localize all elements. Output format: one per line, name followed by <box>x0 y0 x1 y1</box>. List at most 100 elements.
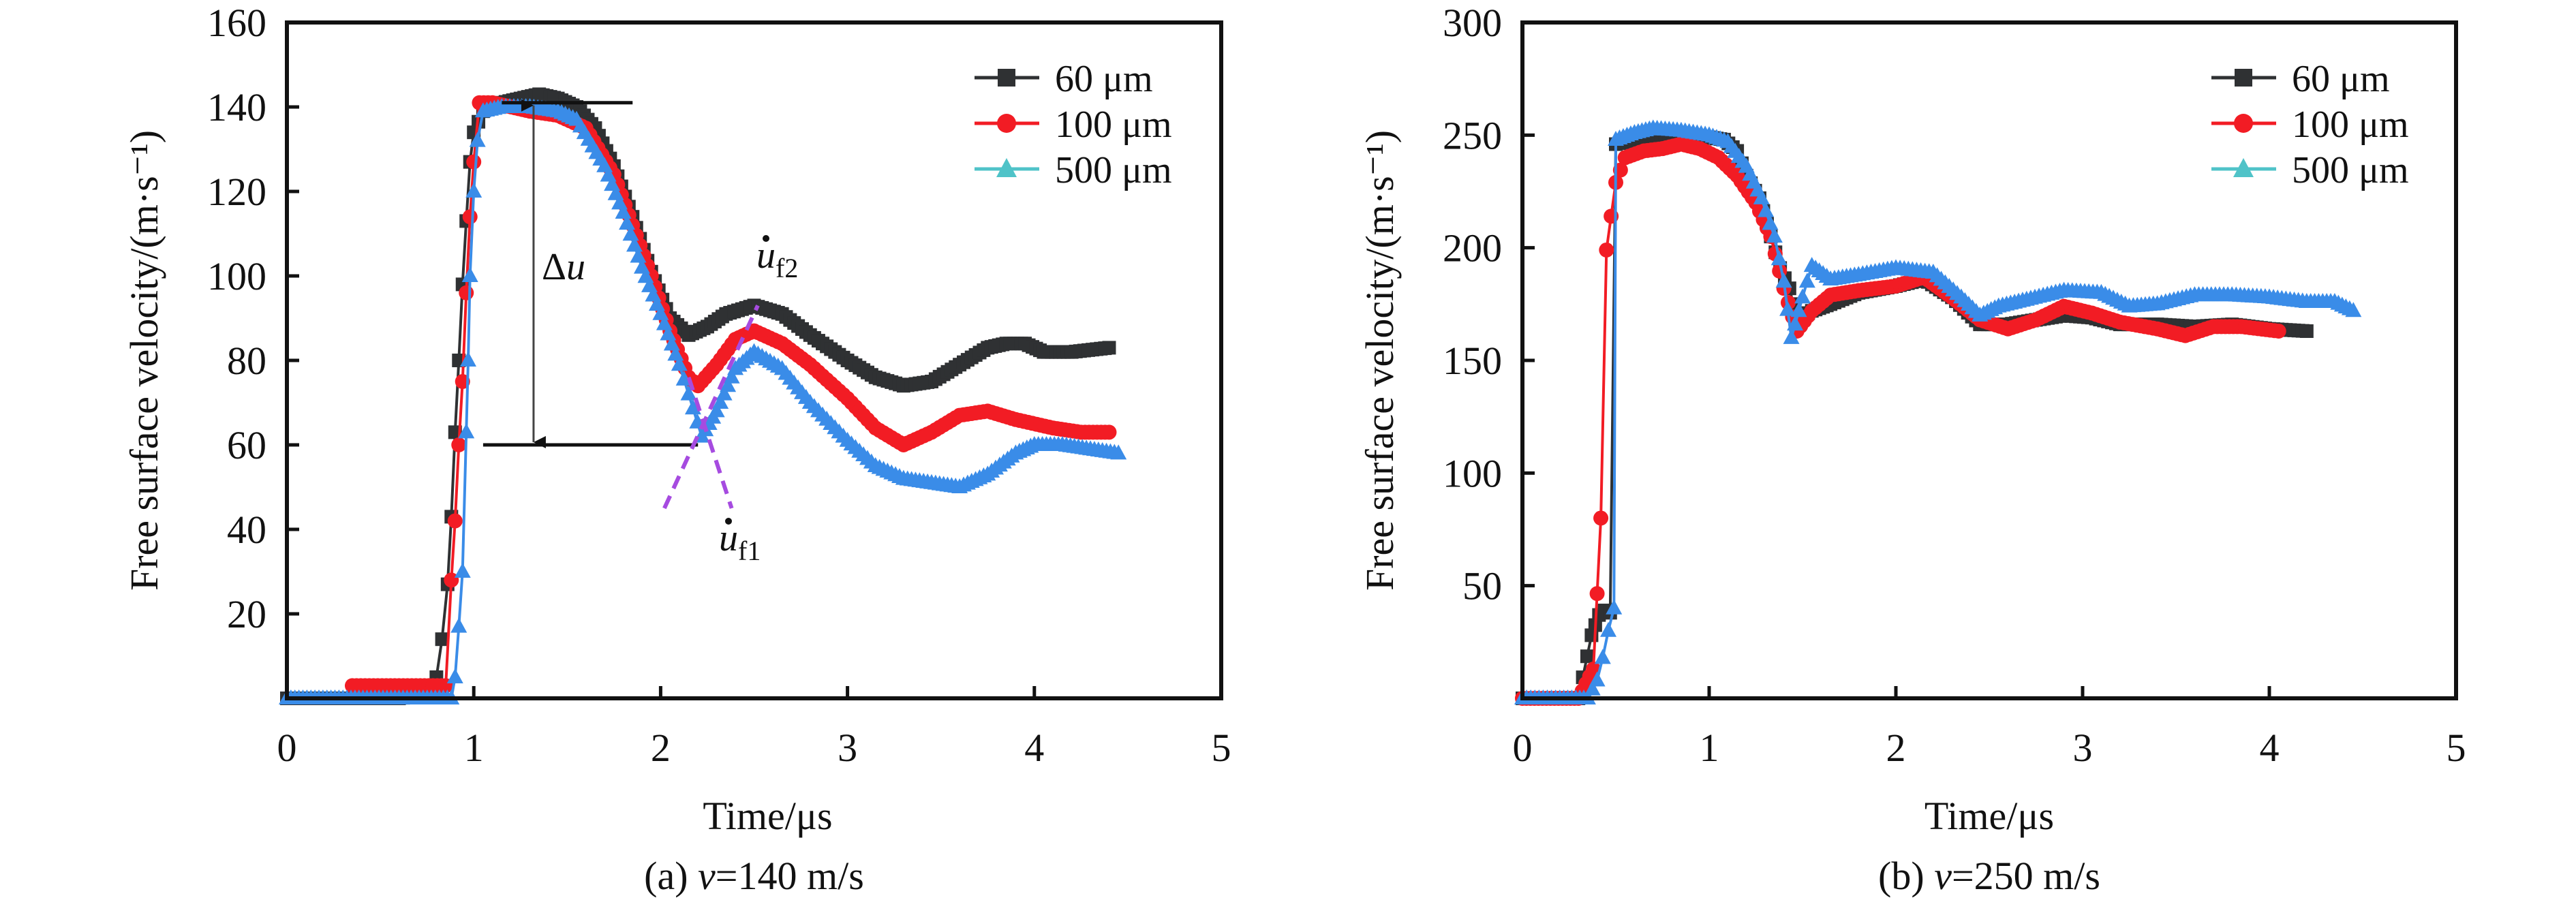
data-point <box>1758 202 1775 217</box>
legend-item: 500 μm <box>2211 149 2409 191</box>
panel-b-series-layer <box>1514 119 2362 706</box>
series-100-um <box>1515 136 2286 706</box>
data-point <box>619 215 636 230</box>
data-point <box>716 385 733 401</box>
legend-item: 60 μm <box>975 58 1153 100</box>
panel-b-chart: 0 1 2 3 4 5 50 100 150 200 250 300 Time/μs Free sur… <box>1358 1 2466 898</box>
y-tick-label: 40 <box>227 508 266 552</box>
uf-dashed-line-1 <box>662 305 760 510</box>
series-500-um <box>279 98 1127 704</box>
data-point <box>630 247 647 263</box>
legend-marker <box>996 158 1017 177</box>
uf2-label: uf2 <box>756 234 798 283</box>
x-tick-label: 3 <box>838 726 857 770</box>
panel-a-y-axis-label: Free surface velocity/(m·s⁻¹) <box>122 130 166 591</box>
data-point <box>459 285 474 300</box>
x-tick-label: 1 <box>1700 726 1719 770</box>
series-60-um <box>1516 130 2314 705</box>
data-point <box>451 437 467 452</box>
panel-b-caption: (b) v=250 m/s <box>1878 854 2100 898</box>
legend-label: 60 μm <box>1055 58 1153 100</box>
panel-a-ticks: 0 1 2 3 4 5 20 40 60 80 100 120 140 160 <box>207 1 1231 770</box>
x-tick-label: 2 <box>1886 726 1906 770</box>
data-point <box>680 385 697 401</box>
data-point <box>454 563 471 578</box>
data-point <box>1102 341 1116 355</box>
legend-item: 100 μm <box>2211 104 2409 146</box>
series-line <box>287 93 1109 700</box>
x-tick-label: 0 <box>277 726 297 770</box>
data-point <box>1606 599 1623 615</box>
x-tick-label: 2 <box>651 726 671 770</box>
svg-text:uf2: uf2 <box>756 234 798 283</box>
data-point <box>671 356 688 371</box>
data-point <box>708 402 725 418</box>
data-point <box>465 183 482 198</box>
uf1-label: uf1 <box>719 517 761 566</box>
data-point <box>469 131 486 147</box>
data-point <box>450 617 467 633</box>
series-500-um <box>1514 119 2362 704</box>
data-point <box>1783 328 1800 344</box>
x-tick-label: 5 <box>1212 726 1231 770</box>
panel-a-chart: Δu uf2 uf1 0 1 2 3 4 5 20 40 60 80 100 120 140 160 Ti… <box>122 1 1231 898</box>
data-point <box>2345 302 2362 317</box>
data-point <box>1779 300 1796 316</box>
series-line <box>1522 127 2355 700</box>
legend-label: 100 μm <box>2292 104 2409 146</box>
data-point <box>1770 250 1788 266</box>
data-point <box>1794 288 1811 304</box>
legend-label: 500 μm <box>1055 149 1172 191</box>
y-tick-label: 20 <box>227 592 266 636</box>
legend-marker <box>998 69 1015 87</box>
svg-text:uf1: uf1 <box>719 517 761 566</box>
y-tick-label: 250 <box>1443 113 1502 157</box>
data-point <box>1580 649 1594 664</box>
data-point <box>2299 324 2314 339</box>
x-tick-label: 0 <box>1513 726 1533 770</box>
data-point <box>720 377 737 392</box>
y-tick-label: 100 <box>207 254 266 298</box>
panel-b-ticks: 0 1 2 3 4 5 50 100 150 200 250 300 <box>1443 1 2466 770</box>
panel-b-y-axis-label: Free surface velocity/(m·s⁻¹) <box>1358 130 1402 591</box>
panel-a-series-layer <box>279 87 1127 705</box>
data-point <box>723 368 740 384</box>
legend-item: 60 μm <box>2211 58 2390 100</box>
x-tick-label: 4 <box>1024 726 1044 770</box>
legend-label: 100 μm <box>1055 104 1172 146</box>
uf2-dot <box>763 235 769 242</box>
legend-item: 100 μm <box>975 104 1172 146</box>
data-point <box>2271 324 2286 339</box>
data-point <box>461 267 478 282</box>
data-point <box>712 394 729 409</box>
data-point <box>1762 215 1779 230</box>
panel-a-caption: (a) v=140 m/s <box>644 854 864 898</box>
data-point <box>447 513 463 529</box>
data-point <box>1101 424 1117 440</box>
y-tick-label: 140 <box>207 85 266 129</box>
data-point <box>1766 228 1783 243</box>
data-point <box>446 668 463 683</box>
data-point <box>458 423 475 439</box>
data-point <box>1594 649 1611 664</box>
data-point <box>1599 242 1614 258</box>
y-tick-label: 120 <box>207 170 266 214</box>
legend-item: 500 μm <box>975 149 1172 191</box>
y-tick-label: 100 <box>1443 451 1502 495</box>
x-tick-label: 5 <box>2447 726 2466 770</box>
uf-dashed-line-2 <box>686 376 734 509</box>
data-point <box>1790 302 1807 317</box>
series-60-um <box>280 87 1116 705</box>
y-tick-label: 80 <box>227 339 266 383</box>
data-point <box>622 226 639 241</box>
legend-marker <box>2234 114 2253 133</box>
legend-label: 500 μm <box>2292 149 2409 191</box>
series-line <box>1522 142 2279 700</box>
data-point <box>435 632 449 647</box>
data-point <box>1600 621 1617 637</box>
data-point <box>1798 273 1815 288</box>
data-point <box>444 572 459 588</box>
